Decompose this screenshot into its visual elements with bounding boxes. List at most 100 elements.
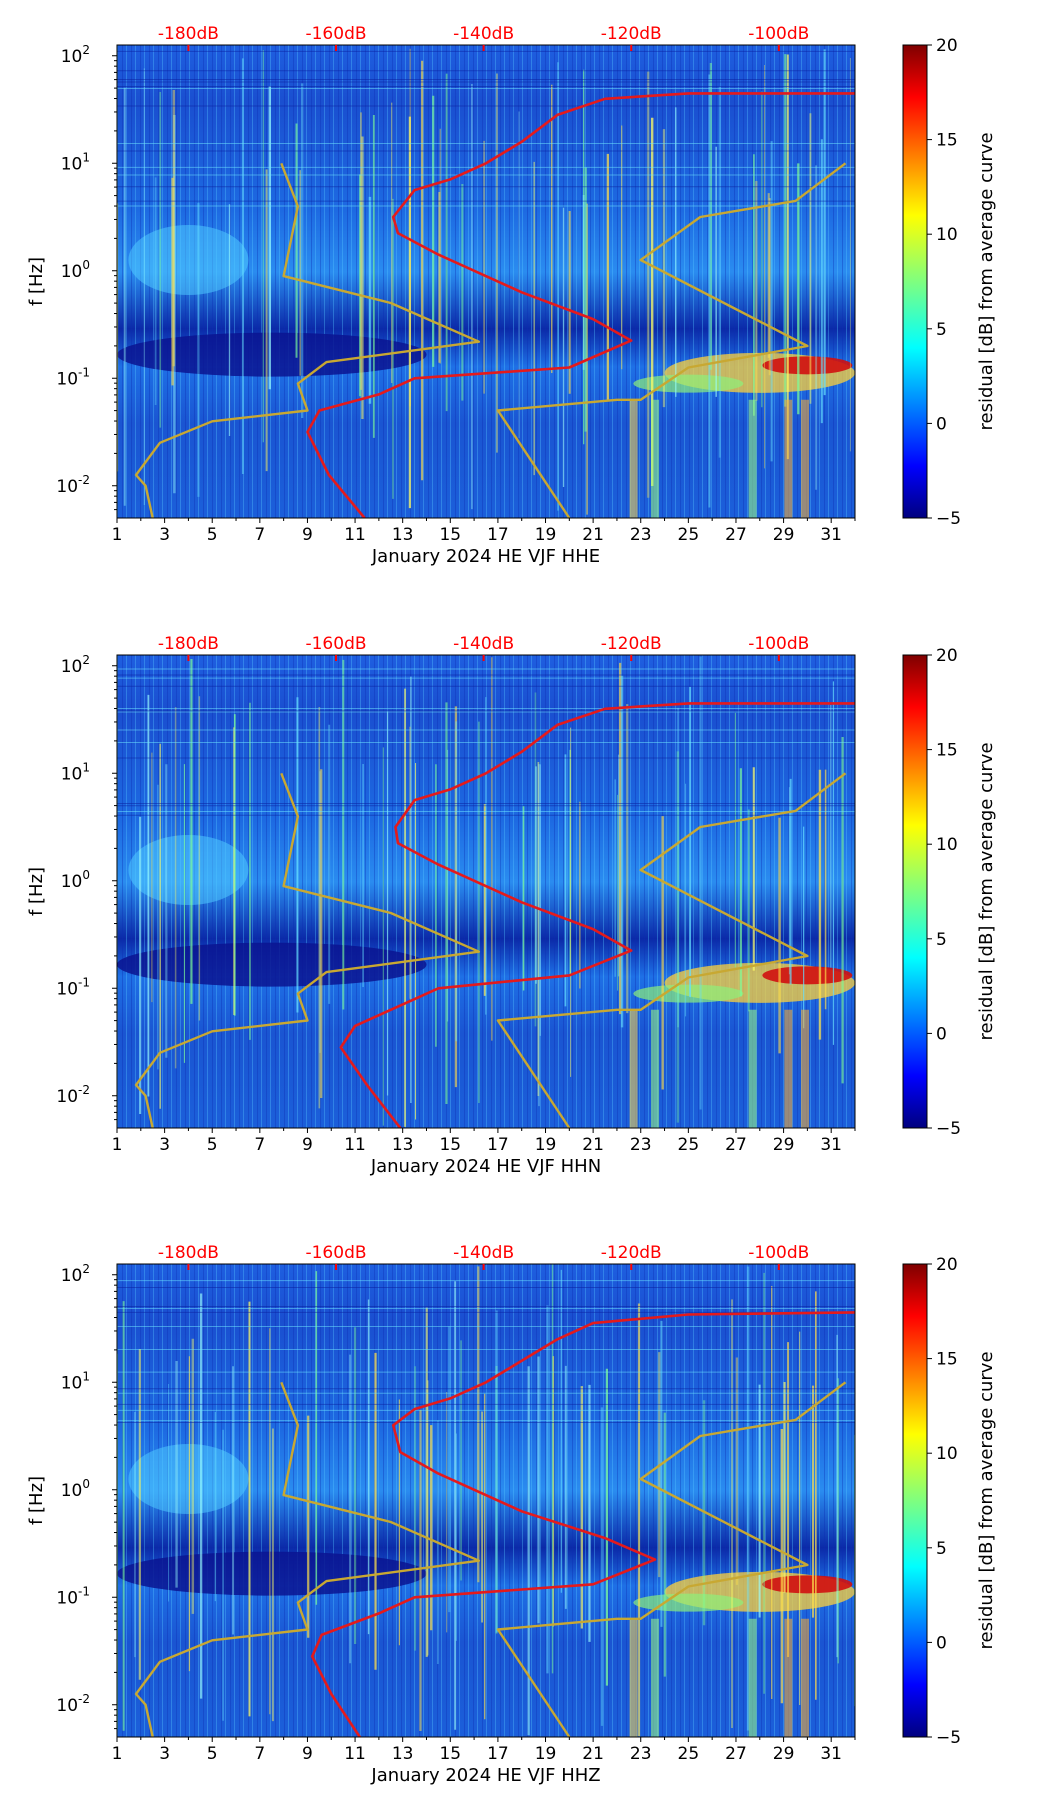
db-label: -100dB	[748, 1243, 809, 1263]
colorbar-tick-label: 10	[936, 225, 958, 245]
x-axis-label: January 2024 HE VJF HHZ	[370, 1765, 600, 1786]
colorbar-tick-label: 15	[936, 1350, 958, 1370]
y-tick-label: 102	[61, 653, 90, 677]
heatmap-texture	[117, 655, 855, 1128]
y-axis-label: f [Hz]	[26, 867, 47, 916]
x-tick-label: 1	[112, 1135, 123, 1155]
x-tick-label: 15	[439, 1135, 461, 1155]
db-label: -160dB	[305, 24, 366, 44]
x-tick-label: 17	[487, 1744, 509, 1764]
y-tick-exponent: -2	[78, 1692, 90, 1706]
colorbar: 20 15 10 5 0 −5 residual [dB] from average cur…	[902, 646, 997, 1139]
x-tick-label: 13	[392, 1135, 414, 1155]
y-tick-base: 10	[56, 1087, 78, 1107]
y-tick-label: 10-1	[56, 975, 90, 999]
light-patch	[128, 835, 249, 905]
low-frequency-column	[748, 399, 757, 518]
db-label: -160dB	[305, 634, 366, 654]
x-tick-label: 13	[392, 1744, 414, 1764]
y-tick-exponent: 2	[82, 653, 90, 667]
x-tick-label: 17	[487, 1135, 509, 1155]
low-frequency-column	[629, 1618, 638, 1737]
x-tick-label: 17	[487, 525, 509, 545]
x-tick-label: 27	[725, 525, 747, 545]
y-tick-base: 10	[61, 764, 83, 784]
chart-panel-3: 1 3 5 7 9 11 13 15 17 19 21 23 25 27 29 3110-210-110010…	[26, 1243, 997, 1786]
y-tick-base: 10	[61, 657, 83, 677]
db-label: -120dB	[601, 24, 662, 44]
low-frequency-column	[801, 1009, 810, 1128]
microseism-band-2	[633, 984, 744, 1003]
microseism-band-2	[633, 1593, 744, 1612]
x-tick-label: 7	[254, 1135, 265, 1155]
db-label: -180dB	[158, 634, 219, 654]
spectrogram-heatmap	[117, 655, 855, 1128]
y-tick-exponent: -1	[78, 975, 90, 989]
y-tick-exponent: -1	[78, 1584, 90, 1598]
low-frequency-column	[784, 1618, 793, 1737]
x-tick-label: 25	[678, 525, 700, 545]
colorbar-tick-label: 0	[936, 1024, 947, 1044]
x-tick-label: 21	[582, 1135, 604, 1155]
y-tick-label: 10-2	[56, 473, 90, 497]
x-tick-label: 21	[582, 525, 604, 545]
y-tick-label: 101	[61, 760, 90, 784]
db-label: -120dB	[601, 634, 662, 654]
x-tick-label: 15	[439, 525, 461, 545]
low-frequency-column	[651, 1618, 660, 1737]
x-tick-label: 11	[344, 1744, 366, 1764]
y-tick-exponent: -1	[78, 365, 90, 379]
x-tick-label: 29	[773, 525, 795, 545]
model-curve-1	[134, 1381, 481, 1737]
y-tick-label: 102	[61, 1262, 90, 1286]
x-tick-label: 5	[207, 525, 218, 545]
y-tick-label: 10-2	[56, 1083, 90, 1107]
model-curve-2	[496, 162, 847, 518]
colorbar-label: residual [dB] from average curve	[976, 742, 997, 1040]
low-frequency-column	[651, 399, 660, 518]
x-tick-label: 25	[678, 1135, 700, 1155]
microseism-band-2	[633, 374, 744, 393]
light-patch	[128, 225, 249, 295]
quiet-band	[117, 332, 427, 377]
colorbar-tick-label: 10	[936, 1444, 958, 1464]
colorbar-tick-label: 20	[936, 1255, 958, 1275]
average-curve	[310, 1311, 855, 1737]
y-tick-base: 10	[61, 47, 83, 67]
model-curve-1	[134, 772, 481, 1128]
x-tick-label: 1	[112, 1744, 123, 1764]
y-tick-base: 10	[56, 1588, 78, 1608]
x-tick-label: 27	[725, 1744, 747, 1764]
x-tick-label: 7	[254, 1744, 265, 1764]
x-tick-label: 31	[820, 525, 842, 545]
db-label: -140dB	[453, 1243, 514, 1263]
low-frequency-column	[801, 1618, 810, 1737]
y-tick-base: 10	[61, 1481, 83, 1501]
x-tick-label: 5	[207, 1135, 218, 1155]
colorbar-gradient	[902, 654, 928, 1129]
y-tick-base: 10	[56, 979, 78, 999]
colorbar-tick-label: 5	[936, 1539, 947, 1559]
x-tick-label: 19	[535, 1744, 557, 1764]
colorbar-label: residual [dB] from average curve	[976, 1351, 997, 1649]
chart-panel-2: 1 3 5 7 9 11 13 15 17 19 21 23 25 27 29 3110-210-110010…	[26, 634, 997, 1177]
y-tick-base: 10	[61, 1266, 83, 1286]
db-label: -160dB	[305, 1243, 366, 1263]
y-tick-label: 101	[61, 150, 90, 174]
x-tick-label: 29	[773, 1135, 795, 1155]
y-tick-label: 100	[61, 868, 90, 892]
x-tick-label: 5	[207, 1744, 218, 1764]
x-tick-label: 11	[344, 525, 366, 545]
x-tick-label: 3	[159, 525, 170, 545]
y-tick-exponent: 1	[82, 150, 90, 164]
y-tick-base: 10	[56, 1696, 78, 1716]
y-tick-exponent: 0	[82, 1477, 90, 1491]
colorbar-tick-label: 15	[936, 131, 958, 151]
x-tick-label: 1	[112, 525, 123, 545]
x-tick-label: 9	[302, 1135, 313, 1155]
quiet-band	[117, 942, 427, 987]
low-frequency-column	[784, 1009, 793, 1128]
x-tick-label: 21	[582, 1744, 604, 1764]
